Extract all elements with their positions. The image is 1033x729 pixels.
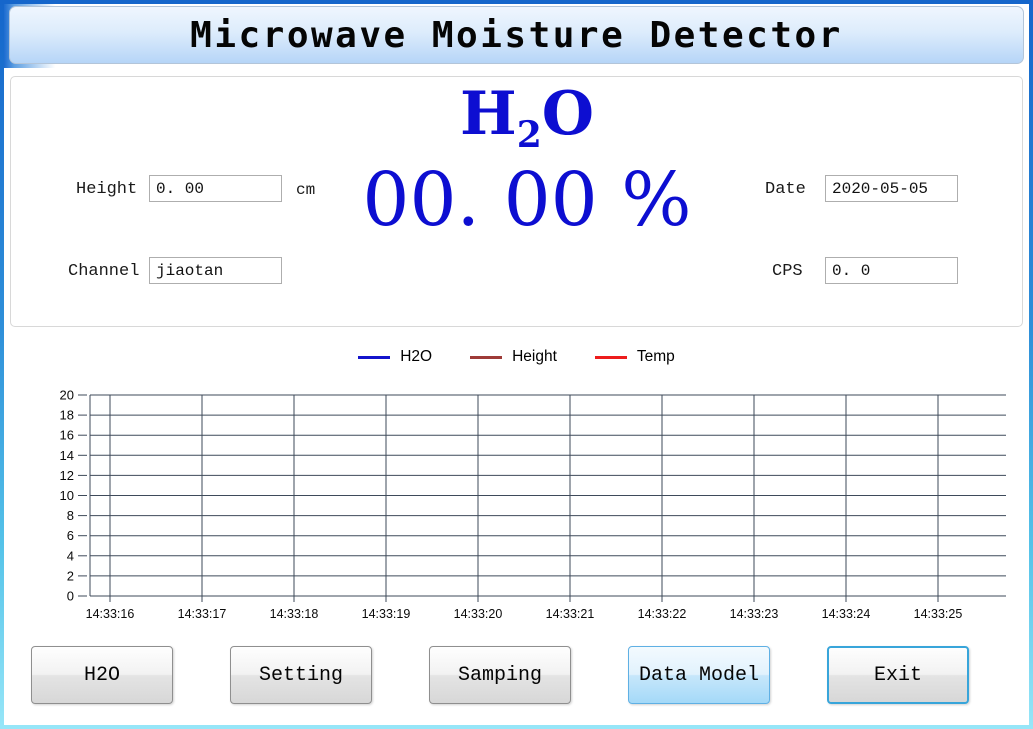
svg-text:14: 14 [60,448,74,463]
svg-text:14:33:23: 14:33:23 [730,607,779,621]
svg-text:14:33:21: 14:33:21 [546,607,595,621]
app-title: Microwave Moisture Detector [190,14,843,56]
chart-wrap: 0 2 4 6 8 10 12 14 16 18 20 14:33:16 14:33:17 14:33:1… [10,381,1027,630]
channel-label: Channel [68,262,140,281]
app-window: Microwave Moisture Detector Height cm Ch… [4,4,1029,725]
samping-button[interactable]: Samping [429,646,571,704]
svg-text:16: 16 [60,428,74,443]
exit-button[interactable]: Exit [827,646,969,704]
title-bar: Microwave Moisture Detector [4,4,1029,68]
svg-text:18: 18 [60,408,74,423]
svg-text:12: 12 [60,468,74,483]
height-input[interactable] [149,175,282,202]
legend-item-height: Height [470,348,557,366]
legend-swatch [594,355,627,359]
setting-button[interactable]: Setting [230,646,372,704]
svg-text:4: 4 [67,548,74,563]
legend-item-temp: Temp [594,348,675,366]
button-row: H2O Setting Samping Data Model Exit [31,646,1029,704]
date-input[interactable] [825,175,958,202]
legend-swatch [470,355,503,359]
svg-text:14:33:25: 14:33:25 [914,607,963,621]
trend-chart: 0 2 4 6 8 10 12 14 16 18 20 14:33:16 14:33:17 14:33:1… [60,388,1006,621]
height-unit: cm [296,181,316,199]
legend-item-h2o: H2O [358,348,432,366]
compound-title: H2O [459,79,595,156]
height-label: Height [76,180,138,199]
svg-text:14:33:24: 14:33:24 [822,607,871,621]
svg-text:8: 8 [67,508,74,523]
svg-text:6: 6 [67,528,74,543]
h2o-button[interactable]: H2O [31,646,173,704]
svg-text:14:33:18: 14:33:18 [270,607,319,621]
chart-section: H2O Height Temp 0 2 4 6 8 10 12 14 16 18 20 14:33:16 1… [4,327,1029,704]
cps-input[interactable] [825,257,958,284]
title-box: Microwave Moisture Detector [9,6,1024,64]
svg-text:14:33:20: 14:33:20 [454,607,503,621]
svg-text:14:33:22: 14:33:22 [638,607,687,621]
date-label: Date [765,180,806,199]
info-panel: Height cm Channel Date CPS H2O 00. 00 % [10,76,1023,327]
svg-text:14:33:17: 14:33:17 [178,607,227,621]
svg-text:10: 10 [60,488,74,503]
svg-text:14:33:16: 14:33:16 [86,607,135,621]
cps-label: CPS [772,262,803,281]
moisture-display: H2O 00. 00 % [321,83,733,237]
svg-text:2: 2 [67,568,74,583]
data-model-button[interactable]: Data Model [628,646,770,704]
legend-swatch [358,355,391,359]
channel-input[interactable] [149,257,282,284]
svg-text:14:33:19: 14:33:19 [362,607,411,621]
svg-text:0: 0 [67,589,74,604]
moisture-value: 00. 00 % [362,156,692,243]
svg-text:20: 20 [60,388,74,403]
chart-legend: H2O Height Temp [4,345,1029,369]
